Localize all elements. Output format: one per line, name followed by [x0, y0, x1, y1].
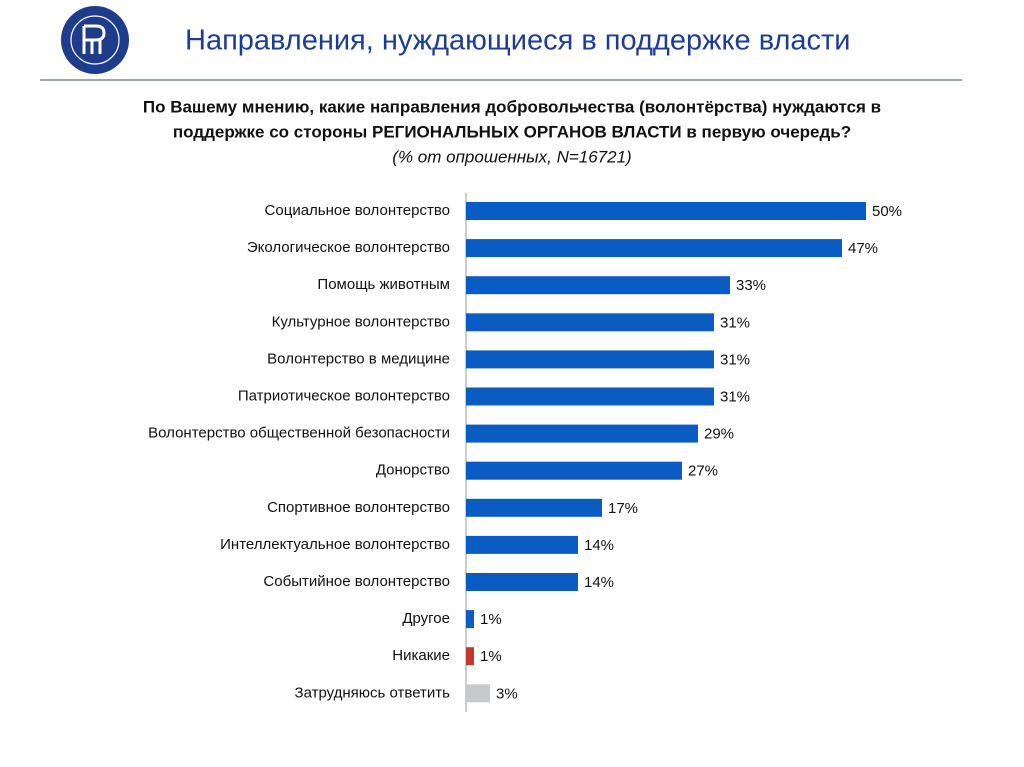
category-label: Другое [402, 610, 450, 627]
question-line: По Вашему мнению, какие направления добр… [143, 97, 881, 116]
category-label: Патриотическое волонтерство [238, 387, 450, 404]
bar [466, 202, 866, 220]
category-label: Никакие [392, 647, 450, 664]
bar [466, 684, 490, 703]
value-label: 14% [584, 537, 614, 554]
value-label: 17% [608, 500, 638, 517]
category-label: Затрудняюсь ответить [295, 684, 451, 701]
category-label: Событийное волонтерство [263, 573, 450, 590]
value-label: 14% [584, 574, 614, 591]
bar [466, 276, 730, 295]
bar [466, 387, 714, 406]
bar [466, 498, 602, 517]
bar [466, 535, 578, 554]
value-label: 31% [720, 314, 750, 331]
bar [466, 573, 578, 591]
value-label: 31% [720, 388, 750, 405]
category-label: Культурное волонтерство [272, 313, 450, 330]
value-label: 1% [480, 648, 502, 665]
category-label: Донорство [376, 462, 450, 479]
bar [466, 350, 714, 369]
category-label: Интеллектуальное волонтерство [220, 536, 450, 553]
value-label: 3% [496, 685, 518, 702]
chart-subtitle: (% от опрошенных, N=16721) [392, 147, 631, 166]
logo [61, 6, 129, 74]
question-line: поддержке со стороны РЕГИОНАЛЬНЫХ ОРГАНО… [173, 122, 851, 141]
value-label: 29% [704, 426, 734, 443]
slide-title: Направления, нуждающиеся в поддержке вла… [185, 25, 850, 57]
bar [466, 610, 474, 629]
value-label: 47% [848, 240, 878, 257]
category-label: Волонтерство в медицине [267, 350, 450, 367]
bar [466, 239, 842, 258]
bar [466, 424, 698, 443]
value-label: 50% [872, 203, 902, 220]
category-label: Социальное волонтерство [265, 202, 450, 219]
bar [466, 313, 714, 332]
category-label: Спортивное волонтерство [267, 499, 450, 516]
value-label: 33% [736, 277, 766, 294]
value-label: 1% [480, 611, 502, 628]
bar [466, 647, 474, 666]
bar [466, 461, 682, 480]
category-label: Волонтерство общественной безопасности [148, 425, 450, 442]
value-label: 27% [688, 463, 718, 480]
category-label: Помощь животным [317, 276, 450, 293]
value-label: 31% [720, 351, 750, 368]
category-label: Экологическое волонтерство [247, 239, 450, 256]
